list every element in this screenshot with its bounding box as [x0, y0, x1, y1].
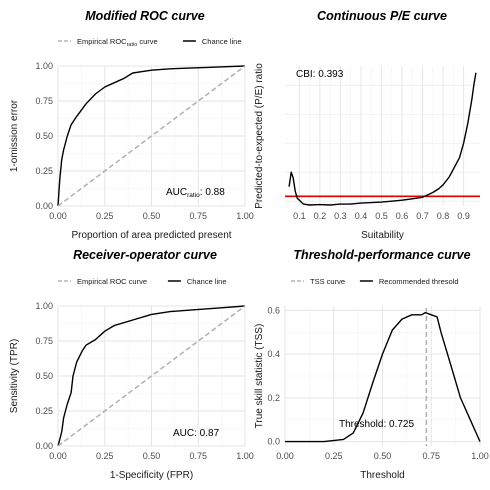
y-tick-label: 0.75 — [35, 96, 53, 106]
x-axis-label: Suitability — [361, 230, 404, 241]
y-tick-label: 1.00 — [35, 301, 53, 311]
x-tick-label: 0.1 — [293, 211, 306, 221]
annotation-value: : 0.88 — [200, 187, 225, 198]
legend: TSS curve Recommended thresold — [291, 277, 459, 286]
y-tick-label: 0.50 — [35, 131, 53, 141]
legend-label-main: Chance line — [187, 277, 227, 286]
x-tick-label: 0.4 — [355, 211, 368, 221]
x-tick-label: 0.25 — [325, 451, 343, 461]
legend-label-main: Empirical ROC — [77, 37, 127, 46]
legend-label: Chance line — [187, 277, 227, 286]
x-tick-label: 0.5 — [375, 211, 388, 221]
y-tick-label: 1.00 — [35, 61, 53, 71]
x-tick-label: 0.25 — [96, 211, 114, 221]
x-tick-label: 0.00 — [276, 451, 294, 461]
dashed-series-line — [57, 305, 246, 447]
y-tick-label: 0.25 — [35, 406, 53, 416]
legend-label-main: TSS curve — [310, 277, 345, 286]
y-tick-label: 0.25 — [35, 166, 53, 176]
annotation-main: CBI: 0.393 — [296, 69, 344, 80]
annotation-text: AUC: 0.87 — [173, 428, 220, 439]
y-tick-label: 0.00 — [35, 201, 53, 211]
annotation-text: AUCratio: 0.88 — [166, 187, 225, 199]
chart-title: Continuous P/E curve — [317, 9, 447, 23]
x-tick-label: 0.7 — [416, 211, 429, 221]
y-axis-label: Sensitivity (TPR) — [9, 339, 20, 413]
legend-label: Empirical ROCratio curve — [77, 37, 158, 48]
x-tick-label: 0.8 — [437, 211, 450, 221]
x-tick-label: 0.2 — [314, 211, 327, 221]
panel-2: Continuous P/E curve 0.1 0.2 0.3 0.4 0.5 0.6 0.… — [254, 9, 480, 241]
x-tick-label: 0.75 — [189, 211, 207, 221]
x-tick-label: 0.00 — [49, 211, 67, 221]
legend: Empirical ROC curve Chance line — [58, 277, 227, 286]
y-axis-label: 1-omission error — [9, 99, 20, 172]
legend-label-main: Empirical ROC curve — [77, 277, 147, 286]
legend-label: Recommended thresold — [379, 277, 459, 286]
x-tick-label: 0.50 — [143, 451, 161, 461]
y-axis-label: Predicted-to-expected (P/E) ratio — [254, 63, 265, 209]
x-tick-label: 0.50 — [374, 451, 392, 461]
solid-series-line — [57, 65, 246, 207]
x-axis-label: 1-Specificity (FPR) — [110, 470, 193, 481]
annotation-sub: ratio — [187, 192, 200, 199]
solid-series-line — [285, 311, 481, 443]
panel-4: Threshold-performance curve 0.00 0.25 0.50 0… — [254, 248, 489, 481]
x-tick-label: 0.9 — [457, 211, 470, 221]
annotation-main: Threshold: 0.725 — [339, 419, 414, 430]
chart-title: Modified ROC curve — [85, 9, 205, 23]
y-tick-label: 0.2 — [267, 393, 280, 403]
grid-lines — [57, 65, 246, 207]
annotation-main: AUC: 0.87 — [173, 428, 220, 439]
legend: Empirical ROCratio curve Chance line — [58, 37, 242, 48]
dashed-series-line — [57, 65, 246, 207]
x-axis-label: Proportion of area predicted present — [71, 230, 231, 241]
x-tick-label: 0.75 — [189, 451, 207, 461]
x-tick-label: 1.00 — [236, 211, 254, 221]
chart-title: Threshold-performance curve — [293, 248, 470, 262]
grid-lines — [285, 66, 480, 206]
y-axis-label: True skill statistic (TSS) — [254, 324, 265, 429]
y-tick-label: 0.75 — [35, 336, 53, 346]
solid-series-line — [57, 305, 246, 447]
legend-label: TSS curve — [310, 277, 345, 286]
legend-label: Chance line — [202, 37, 242, 46]
legend-label-sub: ratio — [127, 42, 138, 48]
y-tick-label: 0.4 — [267, 349, 280, 359]
panel-1: Modified ROC curve 0.00 0.25 0.50 0.75 1.00 0.… — [9, 9, 254, 241]
y-tick-label: 0.00 — [35, 441, 53, 451]
x-tick-label: 0.25 — [96, 451, 114, 461]
y-tick-label: 0.6 — [267, 305, 280, 315]
legend-label: Empirical ROC curve — [77, 277, 147, 286]
chart-title: Receiver-operator curve — [73, 248, 217, 262]
legend-label-main: Recommended thresold — [379, 277, 459, 286]
annotation-main: AUC — [166, 187, 187, 198]
x-tick-label: 0.00 — [49, 451, 67, 461]
x-tick-label: 0.50 — [143, 211, 161, 221]
legend-label-rest: curve — [137, 37, 157, 46]
y-tick-label: 0.0 — [267, 437, 280, 447]
grid-lines — [57, 305, 246, 447]
x-axis-label: Threshold — [360, 470, 404, 481]
legend-label-main: Chance line — [202, 37, 242, 46]
y-tick-label: 0.50 — [35, 371, 53, 381]
panel-3: Receiver-operator curve 0.00 0.25 0.50 0.75 1… — [9, 248, 254, 481]
grid-lines — [284, 306, 481, 446]
x-tick-label: 0.75 — [422, 451, 440, 461]
x-tick-label: 0.3 — [334, 211, 347, 221]
x-tick-label: 1.00 — [471, 451, 489, 461]
annotation-text: CBI: 0.393 — [296, 69, 344, 80]
solid-series-line — [288, 72, 477, 206]
x-tick-label: 0.6 — [396, 211, 409, 221]
annotation-text: Threshold: 0.725 — [339, 419, 414, 430]
x-tick-label: 1.00 — [236, 451, 254, 461]
